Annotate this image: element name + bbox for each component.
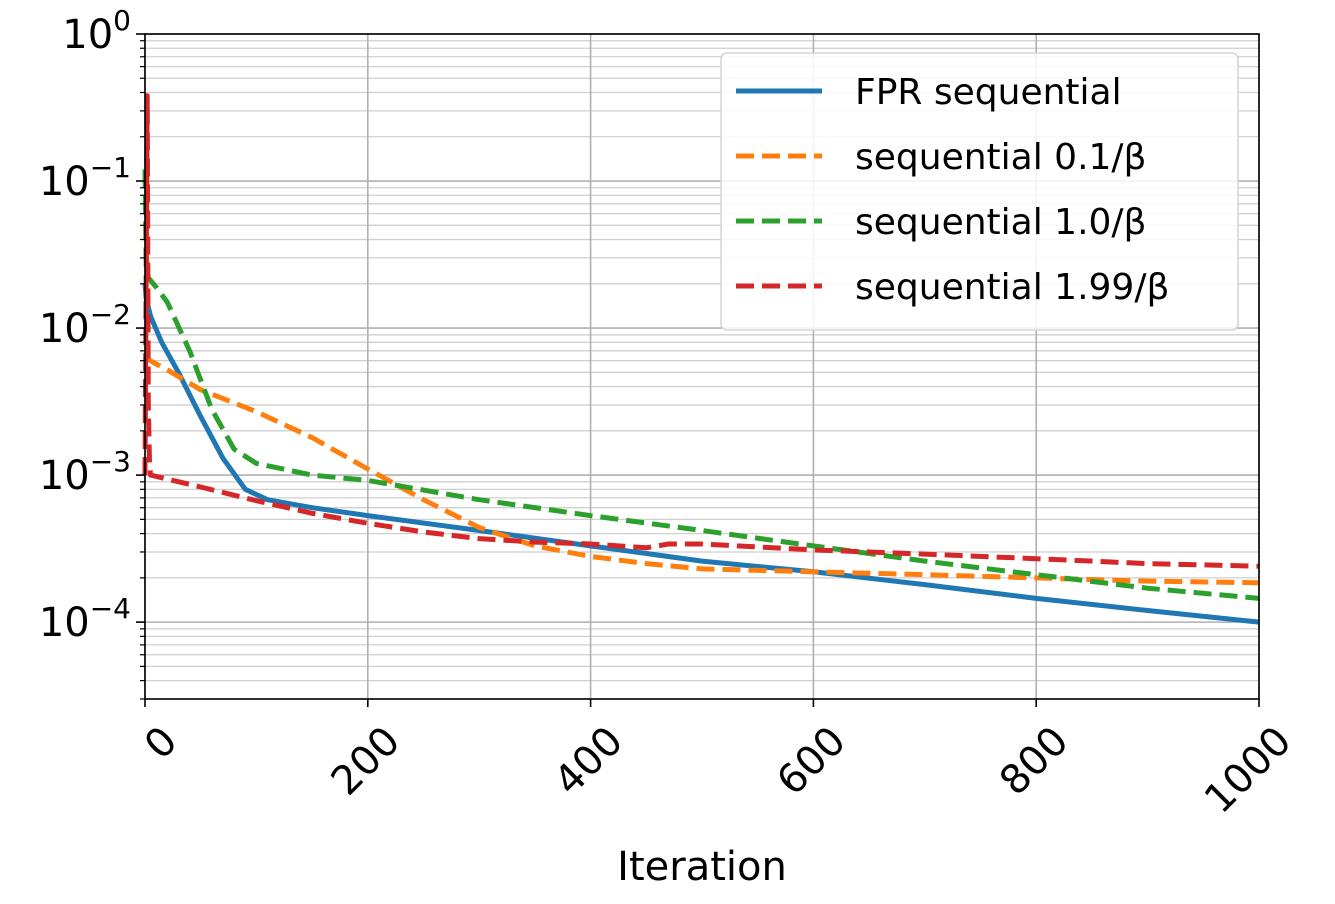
legend-label: sequential 1.99/β xyxy=(855,267,1169,308)
y-tick-label: 10−4 xyxy=(39,592,131,646)
y-axis-ticks: 10−4 10−3 10−2 10−1 100 xyxy=(39,4,145,700)
series-line-1 xyxy=(142,283,1260,625)
legend: FPR sequential sequential 0.1/β sequential… xyxy=(720,52,1239,331)
y-tick-label: 100 xyxy=(62,4,131,58)
series-line-3 xyxy=(142,169,1260,601)
legend-label: sequential 0.1/β xyxy=(855,137,1147,178)
x-axis-label: Iteration xyxy=(617,844,787,890)
x-tick-label: 0 xyxy=(136,718,187,769)
minor-grid xyxy=(145,40,1259,700)
x-axis-ticks: 0 200 400 600 800 1000 xyxy=(136,699,1301,823)
legend-box xyxy=(720,52,1239,331)
series-line-2 xyxy=(143,356,1260,586)
legend-label: sequential 1.0/β xyxy=(855,202,1147,243)
y-tick-label: 10−1 xyxy=(39,151,131,205)
plot-frame xyxy=(144,33,1260,700)
x-tick-label: 400 xyxy=(546,718,633,805)
x-tick-label: 600 xyxy=(768,718,855,805)
x-tick-label: 1000 xyxy=(1196,718,1301,823)
legend-label: FPR sequential xyxy=(855,72,1122,113)
x-tick-label: 200 xyxy=(323,718,410,805)
y-tick-label: 10−2 xyxy=(39,298,131,352)
y-tick-label: 10−3 xyxy=(39,445,131,499)
series-layer xyxy=(142,93,1260,625)
x-tick-label: 800 xyxy=(991,718,1078,805)
series-line-4 xyxy=(142,93,1260,569)
